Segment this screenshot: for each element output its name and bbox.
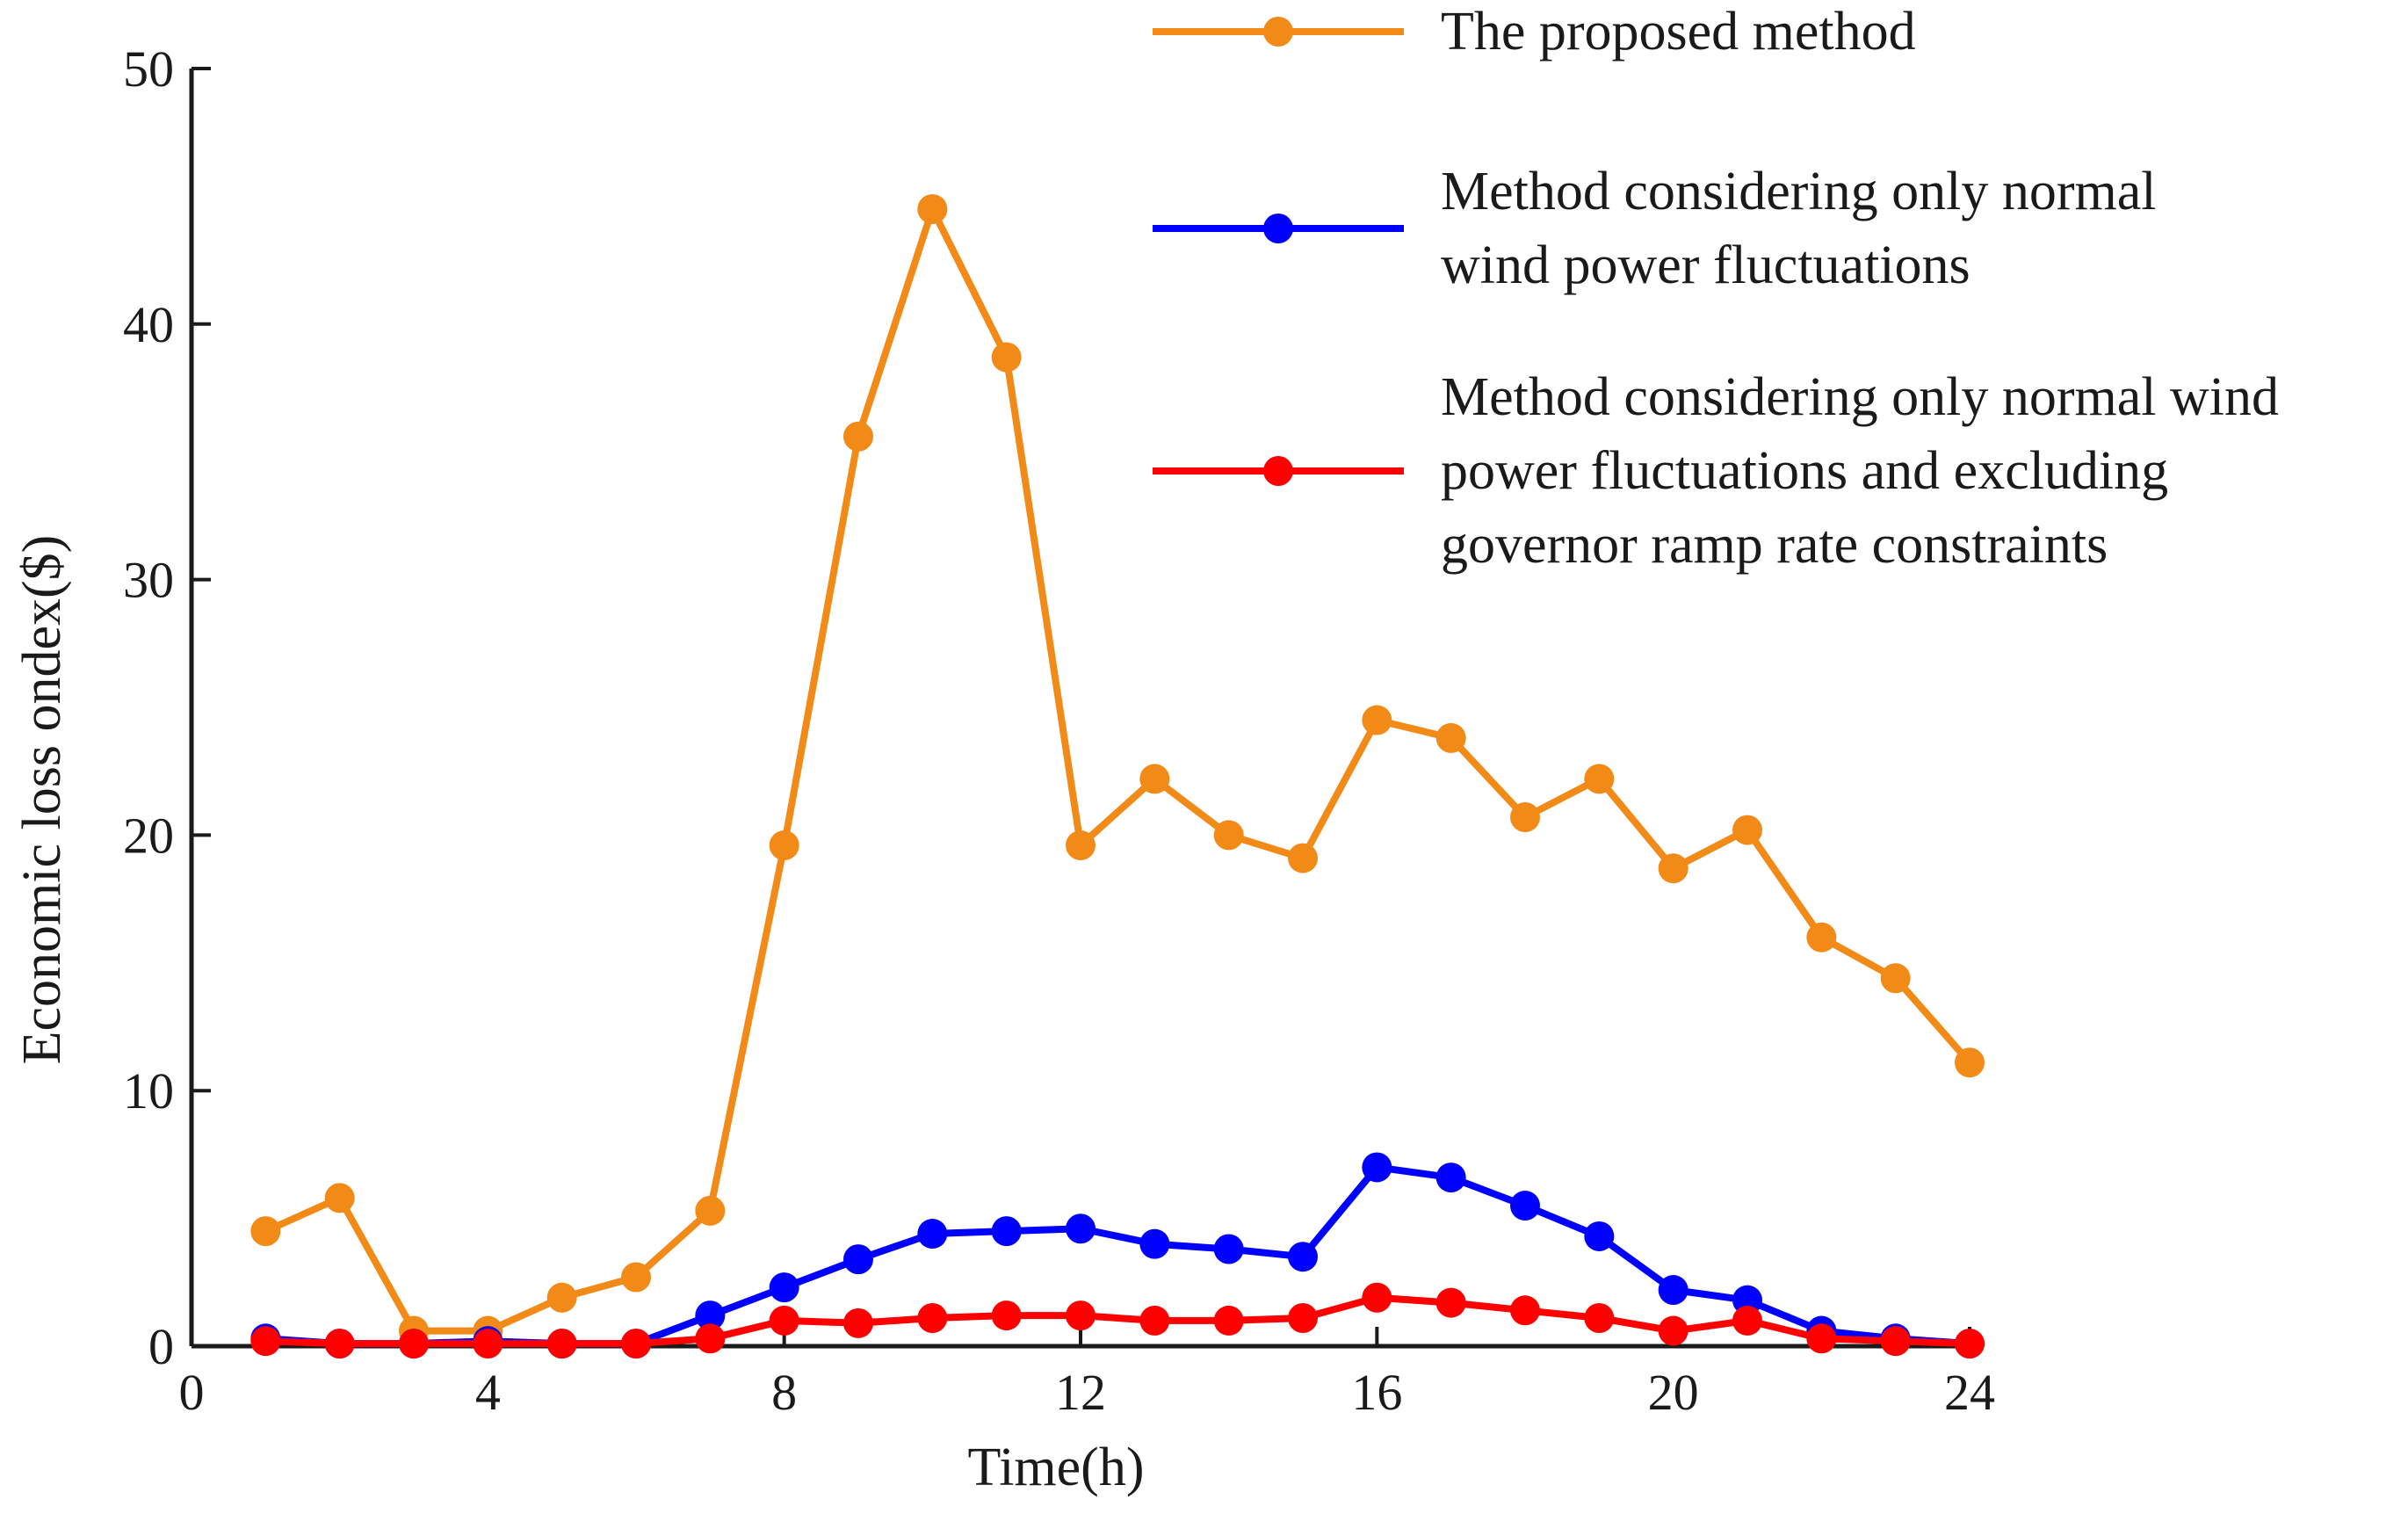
data-point bbox=[1066, 1300, 1096, 1331]
data-point bbox=[1288, 1242, 1318, 1272]
legend-entry-1: Method considering only normal wind power… bbox=[1153, 162, 2156, 295]
data-point bbox=[917, 193, 948, 224]
data-point bbox=[1435, 1287, 1466, 1318]
data-point bbox=[1213, 1305, 1244, 1336]
data-point bbox=[843, 1308, 873, 1338]
data-point bbox=[1288, 1303, 1318, 1334]
data-point bbox=[1139, 764, 1170, 794]
x-tick-label: 0 bbox=[179, 1364, 205, 1421]
y-tick-label: 40 bbox=[123, 296, 174, 353]
x-tick-label: 12 bbox=[1055, 1364, 1106, 1421]
x-tick-label: 16 bbox=[1351, 1364, 1402, 1421]
legend-marker bbox=[1263, 17, 1293, 47]
data-point bbox=[1510, 1191, 1540, 1221]
data-point bbox=[1658, 1315, 1688, 1346]
y-axis-title: Economic loss ondex($) bbox=[12, 535, 72, 1065]
data-point bbox=[695, 1323, 726, 1354]
data-point bbox=[1584, 1303, 1615, 1334]
data-point bbox=[991, 1300, 1022, 1331]
x-tick-label: 8 bbox=[771, 1364, 797, 1421]
y-tick-label: 0 bbox=[148, 1318, 174, 1375]
data-point bbox=[324, 1183, 355, 1213]
x-tick-label: 20 bbox=[1648, 1364, 1699, 1421]
data-point bbox=[1584, 764, 1615, 794]
data-point bbox=[917, 1219, 948, 1250]
data-point bbox=[1362, 1282, 1392, 1313]
data-point bbox=[1435, 1163, 1466, 1193]
data-point bbox=[621, 1262, 651, 1293]
series-1 bbox=[250, 1152, 1985, 1359]
data-point bbox=[1288, 843, 1318, 873]
data-point bbox=[1732, 1305, 1762, 1336]
data-point bbox=[1880, 1326, 1911, 1357]
data-point bbox=[769, 830, 799, 861]
data-point bbox=[250, 1216, 281, 1247]
x-tick-label: 24 bbox=[1944, 1364, 1995, 1421]
data-point bbox=[1732, 1285, 1762, 1315]
y-tick-label: 50 bbox=[123, 40, 174, 98]
data-point bbox=[1066, 1213, 1096, 1244]
data-point bbox=[695, 1195, 726, 1226]
x-axis-title: Time(h) bbox=[968, 1438, 1145, 1497]
data-point bbox=[1955, 1329, 1985, 1359]
legend-label: wind power fluctuations bbox=[1441, 235, 1971, 295]
data-point bbox=[1806, 1323, 1837, 1354]
data-point bbox=[1806, 922, 1837, 953]
data-point bbox=[843, 1244, 873, 1275]
legend-label: Method considering only normal bbox=[1441, 162, 2156, 221]
data-point bbox=[250, 1326, 281, 1357]
data-point bbox=[1658, 1275, 1688, 1306]
data-point bbox=[1139, 1228, 1170, 1259]
series-2 bbox=[250, 1282, 1985, 1359]
y-tick-label: 10 bbox=[123, 1062, 174, 1119]
data-point bbox=[1732, 815, 1762, 845]
data-point bbox=[695, 1300, 726, 1331]
x-tick-label: 4 bbox=[475, 1364, 501, 1421]
data-point bbox=[991, 342, 1022, 373]
legend-label: Method considering only normal wind bbox=[1441, 367, 2279, 427]
legend-marker bbox=[1263, 214, 1293, 243]
data-point bbox=[473, 1329, 503, 1359]
legend-entry-0: The proposed method bbox=[1153, 2, 1916, 62]
data-point bbox=[1955, 1047, 1985, 1078]
data-point bbox=[843, 421, 873, 452]
data-point bbox=[1213, 1234, 1244, 1264]
legend-label: The proposed method bbox=[1441, 2, 1916, 62]
series-line bbox=[265, 1293, 1971, 1348]
data-point bbox=[1510, 1295, 1540, 1326]
data-point bbox=[1362, 705, 1392, 735]
data-point bbox=[1066, 830, 1096, 861]
data-point bbox=[1435, 722, 1466, 753]
data-point bbox=[1510, 802, 1540, 833]
data-point bbox=[1139, 1305, 1170, 1336]
legend: The proposed method Method considering on… bbox=[1153, 2, 2279, 575]
data-point bbox=[324, 1329, 355, 1359]
data-point bbox=[991, 1216, 1022, 1247]
data-point bbox=[769, 1272, 799, 1303]
y-tick-label: 30 bbox=[123, 552, 174, 609]
data-point bbox=[1362, 1152, 1392, 1183]
legend-label: governor ramp rate constraints bbox=[1441, 515, 2108, 575]
legend-marker bbox=[1263, 456, 1293, 486]
data-point bbox=[546, 1329, 577, 1359]
data-point bbox=[399, 1329, 429, 1359]
data-point bbox=[1880, 963, 1911, 994]
legend-label: power fluctuations and excluding bbox=[1441, 441, 2168, 501]
data-point bbox=[769, 1305, 799, 1336]
data-point bbox=[1213, 820, 1244, 851]
data-point bbox=[621, 1329, 651, 1359]
series-layer bbox=[250, 193, 1985, 1359]
legend-entry-2: Method considering only normal wind power… bbox=[1153, 367, 2279, 575]
data-point bbox=[1584, 1221, 1615, 1251]
data-point bbox=[917, 1303, 948, 1334]
data-point bbox=[1658, 853, 1688, 884]
data-point bbox=[546, 1282, 577, 1313]
y-tick-label: 20 bbox=[123, 807, 174, 864]
